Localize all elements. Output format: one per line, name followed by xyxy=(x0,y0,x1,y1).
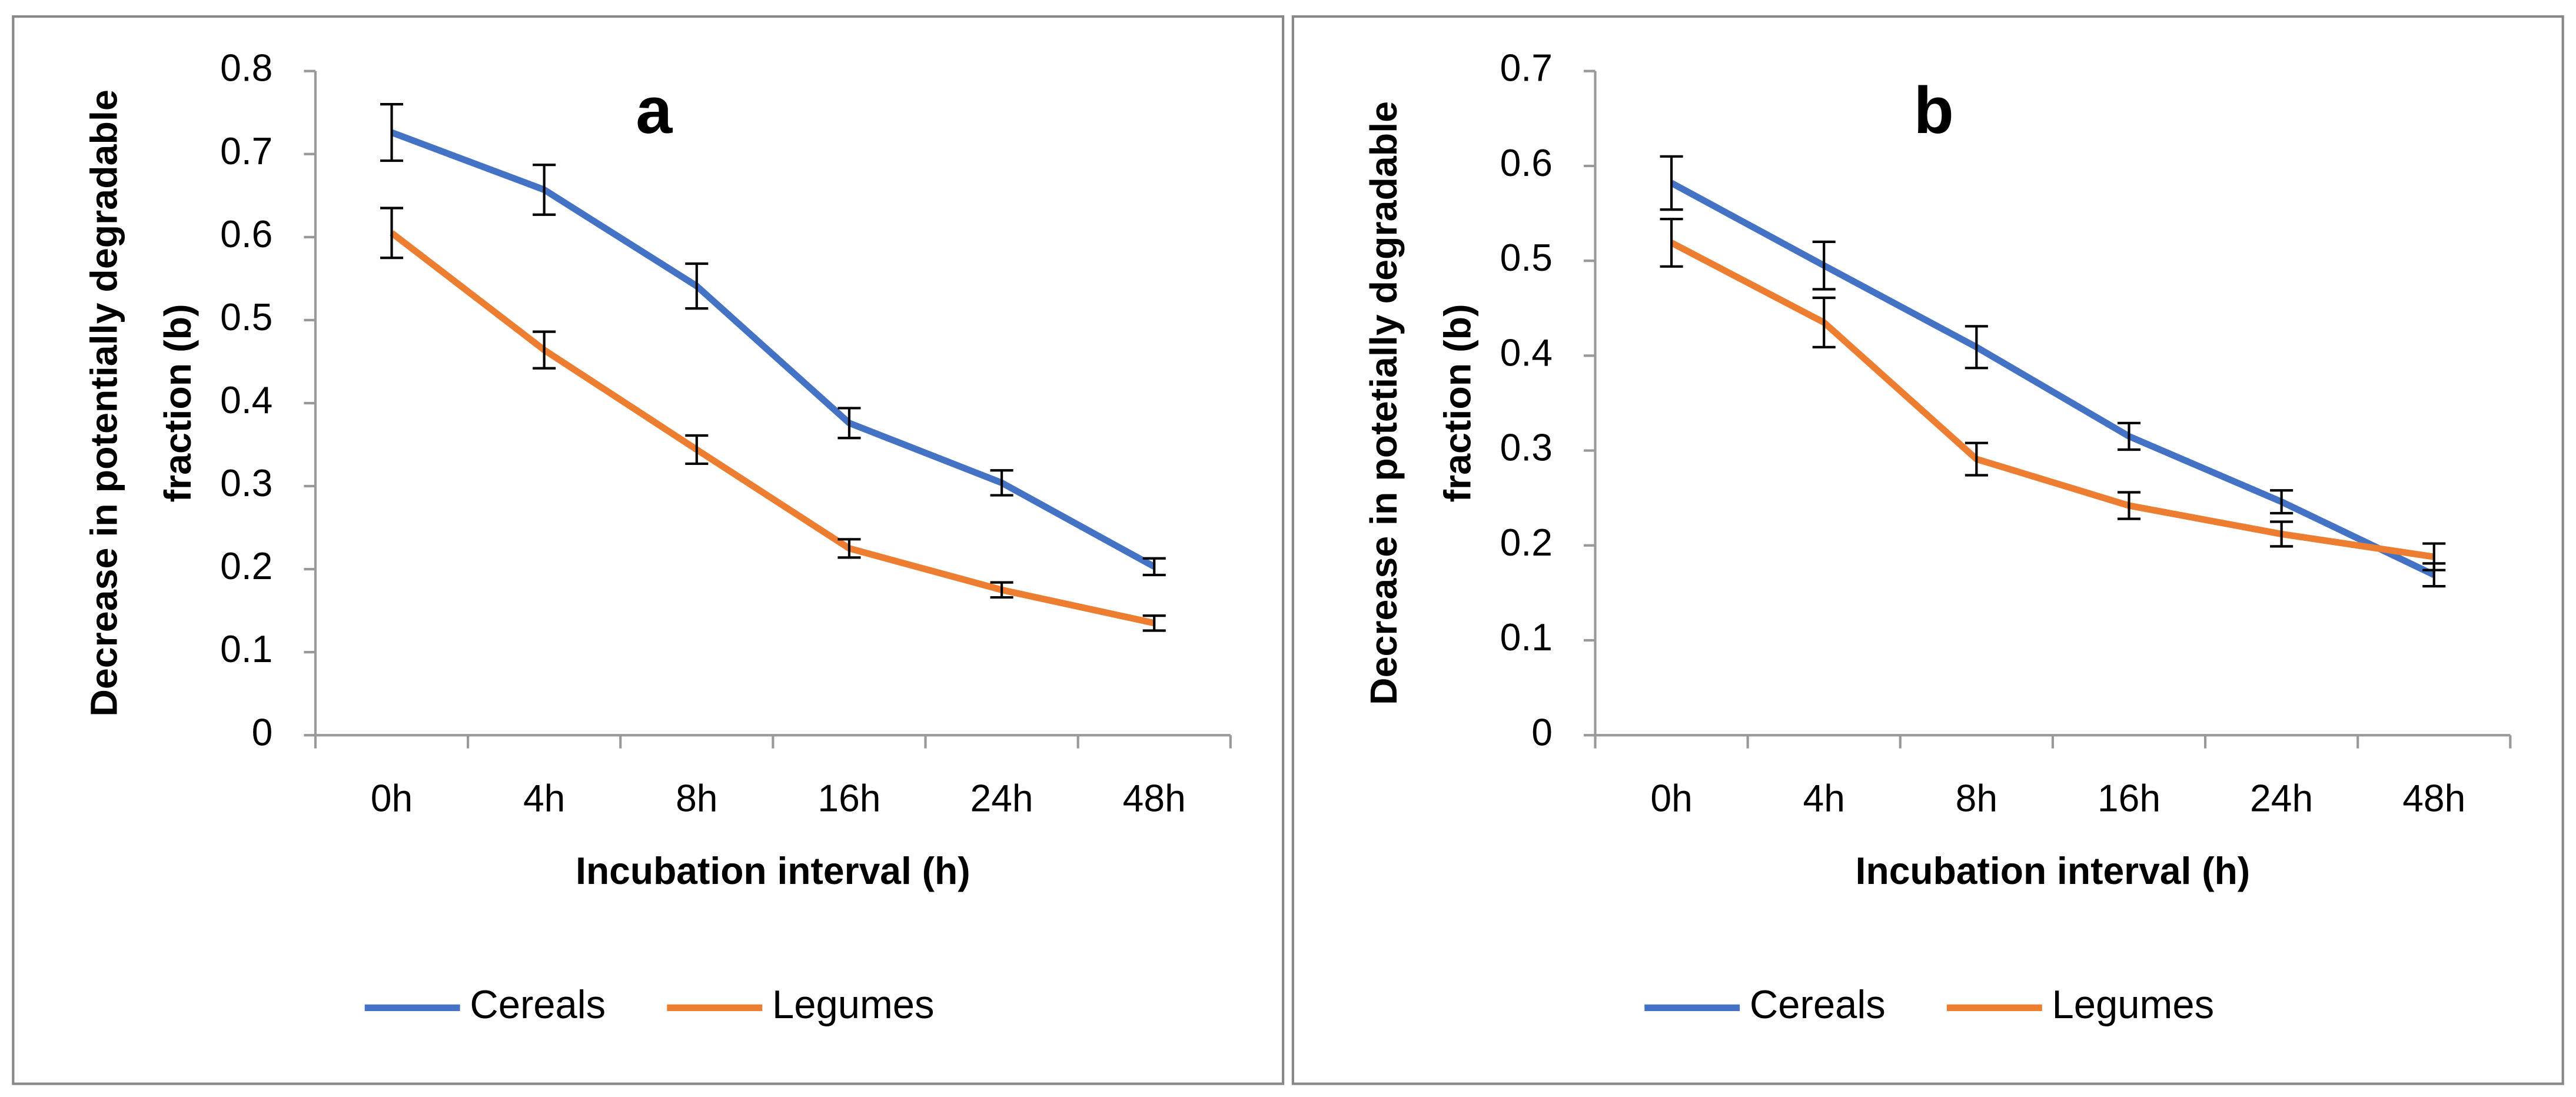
y-tick-label: 0.3 xyxy=(220,462,272,504)
error-bar xyxy=(2117,491,2141,520)
x-tick-label: 16h xyxy=(817,777,880,819)
error-bar xyxy=(685,262,709,310)
series-line xyxy=(1670,180,2436,578)
y-tick-label: 0.5 xyxy=(220,296,272,338)
error-bar xyxy=(1142,614,1166,632)
x-tick-label: 0h xyxy=(371,777,413,819)
error-bar xyxy=(990,581,1013,599)
error-bar xyxy=(685,434,709,466)
error-bar xyxy=(533,164,556,216)
panel-frame xyxy=(1291,15,2564,1085)
legend-label: Legumes xyxy=(772,983,935,1027)
chart-title: a xyxy=(636,74,673,147)
x-tick-label: 0h xyxy=(1650,777,1692,819)
y-tick-label: 0.5 xyxy=(1500,237,1553,279)
series-line xyxy=(390,129,1156,570)
y-tick-label: 0.1 xyxy=(1500,616,1553,659)
error-bar xyxy=(1660,155,1683,211)
x-tick-label: 16h xyxy=(2098,777,2160,819)
y-tick-label: 0.2 xyxy=(1500,521,1553,564)
error-bar xyxy=(1812,296,1836,348)
x-tick-label: 4h xyxy=(523,777,565,819)
error-bar xyxy=(837,538,861,559)
error-bar xyxy=(1142,557,1166,577)
series-line xyxy=(390,230,1155,627)
y-tick-label: 0.1 xyxy=(220,628,272,670)
error-bar xyxy=(990,469,1013,497)
y-tick-label: 0.7 xyxy=(220,130,272,172)
y-tick-label: 0.6 xyxy=(220,213,272,255)
y-axis-title: fraction (b) xyxy=(1437,304,1479,502)
error-bar xyxy=(1965,325,1988,370)
y-axis-title: Decrease in potentially degradable xyxy=(83,89,125,717)
error-bar xyxy=(1965,441,1988,477)
panel-frame xyxy=(12,15,1285,1085)
error-bar xyxy=(2422,542,2446,571)
x-tick-label: 24h xyxy=(2250,777,2313,819)
y-tick-label: 0.3 xyxy=(1500,426,1553,468)
y-axis-title: fraction (b) xyxy=(157,304,199,502)
y-tick-label: 0 xyxy=(252,711,273,753)
x-tick-label: 24h xyxy=(970,777,1033,819)
chart-title: b xyxy=(1914,74,1954,147)
error-bar xyxy=(1812,240,1836,291)
y-tick-label: 0 xyxy=(1531,711,1553,753)
error-bar xyxy=(2270,489,2294,515)
x-tick-label: 8h xyxy=(1956,777,1997,819)
error-bar xyxy=(380,103,404,162)
y-tick-label: 0.4 xyxy=(220,379,272,421)
y-tick-label: 0.2 xyxy=(220,545,272,587)
x-axis-title: Incubation interval (h) xyxy=(1856,850,2250,892)
y-tick-label: 0.6 xyxy=(1500,142,1553,184)
error-bar xyxy=(533,330,556,370)
legend-label: Legumes xyxy=(2052,983,2215,1027)
error-bar xyxy=(1660,218,1683,268)
y-tick-label: 0.4 xyxy=(1500,331,1553,374)
error-bar xyxy=(380,207,404,260)
y-tick-label: 0.7 xyxy=(1500,47,1553,89)
legend-label: Cereals xyxy=(470,983,606,1027)
x-tick-label: 4h xyxy=(1803,777,1845,819)
legend-label: Cereals xyxy=(1750,983,1886,1027)
x-tick-label: 8h xyxy=(676,777,717,819)
x-tick-label: 48h xyxy=(1123,777,1186,819)
y-axis-title: Decrease in potetially degradable xyxy=(1362,101,1405,705)
x-tick-label: 48h xyxy=(2402,777,2465,819)
error-bar xyxy=(2117,421,2141,451)
x-axis-title: Incubation interval (h) xyxy=(576,850,970,892)
error-bar xyxy=(2270,520,2294,548)
error-bar xyxy=(837,407,861,440)
y-tick-label: 0.8 xyxy=(220,47,272,89)
series-line xyxy=(1670,240,2435,560)
